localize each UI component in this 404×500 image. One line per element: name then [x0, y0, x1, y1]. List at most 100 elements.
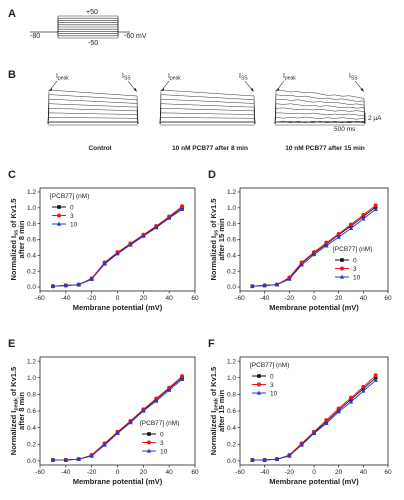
current-trace — [274, 94, 366, 125]
current-trace — [159, 103, 256, 125]
chart-panel-f: F -60 -40 -20 0 20 40 60 0.0 0.2 0.4 0.6 0.8 1.0 1.2 Me… — [208, 338, 392, 486]
data-point — [128, 242, 133, 247]
x-tick-label: 60 — [191, 469, 199, 476]
current-trace — [274, 89, 366, 125]
protocol-holding-left: -80 — [30, 33, 40, 40]
y-tick-label: 0.2 — [227, 441, 236, 448]
y-axis-title: Normalized Ipeak of Kv1.5 — [209, 367, 220, 455]
i-peak-label: Ipeak — [283, 73, 296, 82]
x-tick-label: 0 — [116, 469, 120, 476]
data-point — [76, 282, 81, 287]
y-tick-label: 0.8 — [27, 221, 36, 228]
y-tick-label: 0.8 — [27, 392, 36, 399]
y-tick-label: 0.6 — [27, 237, 36, 244]
x-tick-label: 40 — [360, 469, 368, 476]
data-point — [250, 283, 255, 288]
current-trace — [274, 98, 366, 125]
data-point — [361, 216, 366, 221]
y-tick-label: 0.0 — [27, 284, 36, 291]
legend-title: [PCB77] (nM) — [333, 246, 372, 253]
panel-a-label: A — [8, 8, 16, 20]
plot-frame — [239, 187, 389, 292]
protocol-bottom-value: -50 — [88, 40, 98, 47]
data-point — [361, 384, 366, 389]
plot-frame — [39, 356, 196, 466]
data-point — [348, 226, 354, 231]
i-ss-label: ISS — [122, 73, 131, 82]
y-tick-label: 0.0 — [27, 458, 36, 465]
y-tick-label: 0.8 — [227, 392, 236, 399]
data-point — [141, 408, 146, 413]
y-axis-title-line2: after 15 min — [217, 390, 226, 433]
i-ss-label: ISS — [239, 73, 248, 82]
data-point — [324, 418, 329, 423]
data-point — [373, 373, 378, 378]
x-tick-label: 20 — [335, 469, 343, 476]
i-peak-label: Ipeak — [168, 73, 181, 82]
i-peak-arrow — [276, 80, 285, 91]
legend-marker — [340, 258, 344, 262]
data-point — [179, 377, 185, 382]
data-point — [373, 375, 378, 380]
data-point — [167, 385, 172, 390]
data-point — [336, 406, 341, 411]
x-axis-title: Membrane potential (mV) — [73, 477, 163, 486]
legend-entry: 10 — [160, 448, 168, 455]
protocol-step — [57, 32, 119, 39]
y-tick-label: 1.2 — [27, 189, 36, 196]
current-trace — [47, 121, 139, 125]
y-tick-label: 0.4 — [27, 253, 36, 260]
data-point — [262, 283, 267, 288]
x-tick-label: -60 — [35, 469, 45, 476]
y-tick-label: 0.0 — [227, 458, 236, 465]
data-point — [287, 453, 292, 458]
current-trace — [274, 107, 366, 125]
panel-label: D — [208, 169, 216, 181]
i-peak-arrowhead — [49, 88, 53, 91]
y-tick-label: 1.0 — [227, 375, 236, 382]
y-axis-title-line2: after 15 min — [217, 218, 226, 261]
iv-charts: C -60 -40 -20 0 20 40 60 0.0 0.2 0.4 0.6 0.8 1.0 1.2 Me… — [8, 169, 392, 486]
y-axis-title: Normalized Iss of Kv1.5 — [9, 199, 20, 281]
legend-marker — [257, 382, 261, 387]
x-tick-label: -40 — [61, 469, 71, 476]
current-trace — [159, 121, 256, 125]
protocol-top-value: +50 — [86, 9, 98, 16]
data-point — [154, 225, 159, 230]
legend-marker — [257, 374, 261, 378]
panel-a: A +50 -50 -80 -60 mV — [8, 8, 147, 47]
data-point — [250, 457, 255, 462]
x-tick-label: -60 — [35, 295, 45, 302]
y-tick-label: 1.0 — [27, 375, 36, 382]
y-axis-title-line2: after 8 min — [17, 220, 26, 258]
data-point — [102, 261, 107, 266]
i-ss-arrowhead — [250, 88, 254, 92]
y-tick-label: 1.2 — [227, 189, 236, 196]
protocol-step — [57, 31, 119, 32]
y-tick-label: 0.2 — [27, 268, 36, 275]
x-tick-label: -20 — [87, 469, 97, 476]
x-tick-label: -40 — [260, 469, 270, 476]
data-point — [299, 262, 304, 267]
x-tick-label: 40 — [166, 469, 174, 476]
x-tick-label: 20 — [140, 295, 148, 302]
y-axis-title: Normalized Iss of Kv1.5 — [209, 199, 220, 281]
data-point — [324, 421, 329, 426]
condition-label-control: Control — [88, 145, 111, 152]
x-tick-label: -20 — [87, 295, 97, 302]
x-tick-label: 60 — [384, 469, 392, 476]
x-tick-label: -20 — [285, 469, 295, 476]
y-tick-label: 0.4 — [27, 425, 36, 432]
legend-entry: 10 — [270, 390, 278, 397]
y-tick-label: 1.2 — [27, 358, 36, 365]
legend-marker — [57, 205, 61, 209]
y-tick-label: 0.4 — [227, 253, 236, 260]
x-tick-label: -60 — [235, 469, 245, 476]
data-point — [311, 252, 317, 257]
legend-entry: 0 — [270, 373, 274, 380]
data-point — [349, 395, 353, 400]
legend-entry: 0 — [70, 204, 74, 211]
legend-marker — [147, 440, 151, 445]
y-tick-label: 0.6 — [27, 408, 36, 415]
y-tick-label: 0.2 — [227, 268, 236, 275]
